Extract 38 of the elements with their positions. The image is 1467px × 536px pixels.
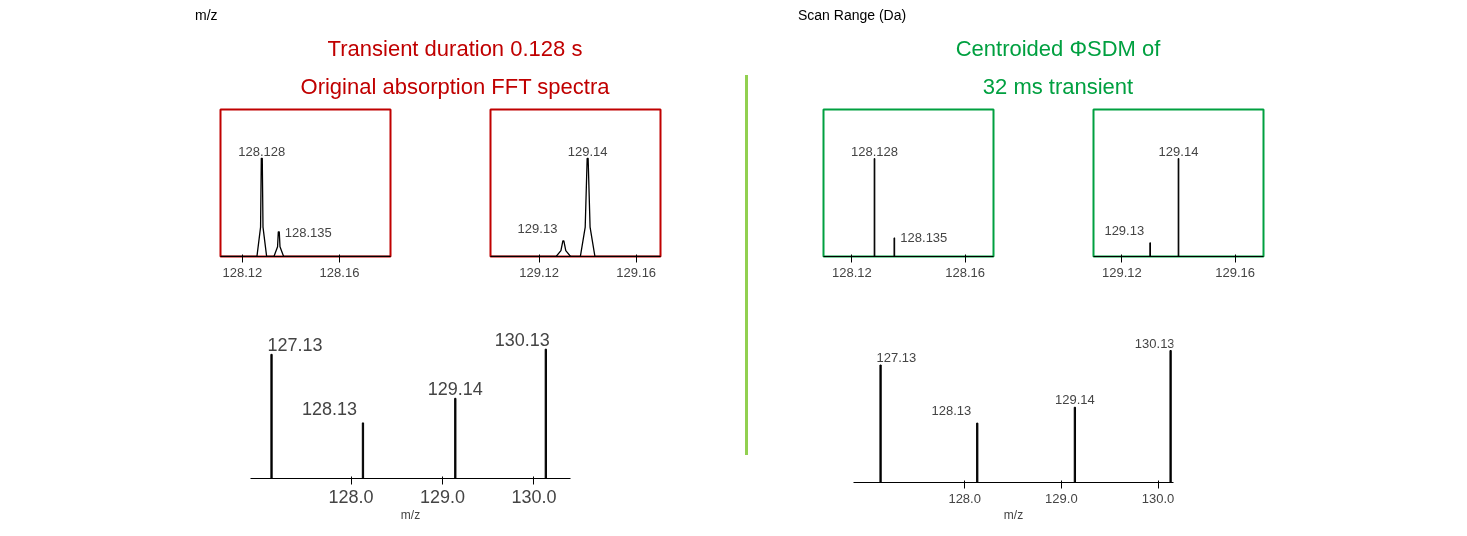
annotation: 130.13 [494,330,550,351]
text: 32 ms transient [982,73,1134,101]
x-axis-title: m/z [400,507,421,522]
annotation: 127.13 [267,335,323,356]
annotation: 129.14 [567,143,608,159]
annotation: 128.128 [238,143,286,159]
annotation: 127.13 [876,350,917,366]
x-tick-label: 128.16 [319,264,360,280]
x-tick-label: 128.0 [948,490,981,506]
x-tick-label: 128.16 [945,264,986,280]
annotation: 130.13 [1134,335,1175,351]
annotation: 129.14 [427,379,483,400]
annotation: 128.13 [301,398,357,419]
x-tick-label: 129.12 [1101,264,1142,280]
annotation: 128.13 [931,403,972,419]
x-tick-label: 128.12 [222,264,263,280]
text: Centroided ΦSDM of [955,35,1161,63]
text: Scan Range (Da) [798,6,907,25]
annotation: 129.13 [517,220,558,236]
annotation: 128.135 [284,224,332,240]
x-tick-label: 129.12 [519,264,559,280]
annotation: 128.135 [900,230,948,246]
x-tick-label: 129.0 [1045,490,1078,506]
x-tick-label: 128.12 [831,264,872,280]
x-tick-label: 129.16 [1215,264,1256,280]
text: m/z [195,6,218,25]
x-tick-label: 128.0 [328,486,374,507]
x-tick-label: 130.0 [511,486,557,507]
text: Original absorption FFT spectra [300,73,610,101]
x-tick-label: 130.0 [1141,490,1175,506]
annotation: 129.14 [1055,392,1095,408]
text: Transient duration 0.128 s [327,35,583,63]
annotation: 128.128 [851,143,898,159]
x-tick-label: 129.16 [616,264,657,280]
x-tick-label: 129.0 [419,486,466,507]
annotation: 129.13 [1104,222,1145,238]
annotation: 129.14 [1158,143,1199,159]
x-axis-title: m/z [1003,507,1024,522]
